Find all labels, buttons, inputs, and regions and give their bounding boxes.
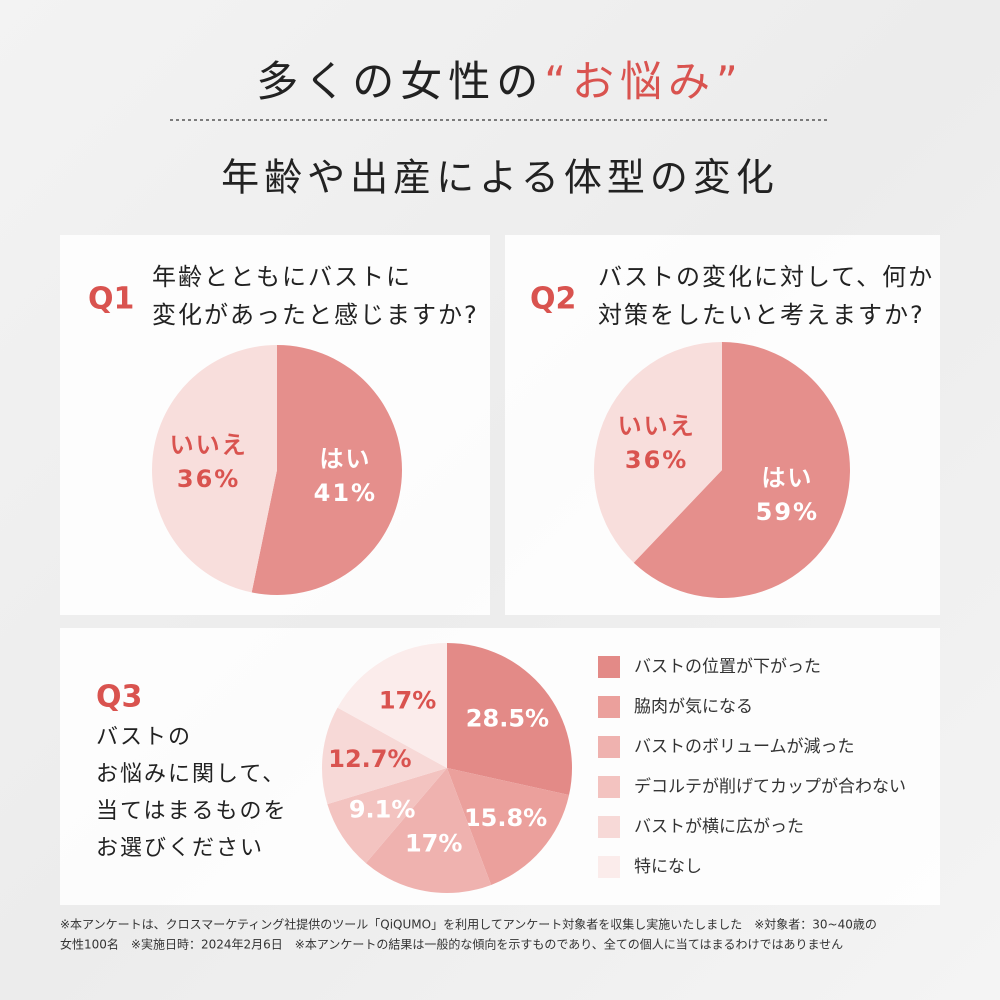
question-text: お悩みに関して、 [96,762,286,787]
legend-swatch [598,736,620,758]
slice-label: 28.5% [466,704,549,732]
legend-swatch [598,856,620,878]
pie-slice [151,345,277,593]
question-text: 当てはまるものを [96,799,288,824]
pie-slice [327,768,447,864]
title-emphasis: “お悩み” [544,57,744,106]
legend-label: バストの位置が下がった [634,657,821,677]
pie-slice [251,345,402,595]
legend-label: バストが横に広がった [634,817,804,837]
question-text: バストの変化に対して、何か [598,263,934,291]
legend-label: 脇肉が気になる [634,697,753,717]
question-label: Q3 [96,680,142,715]
pie-slice [365,768,492,893]
question-label: Q2 [530,282,576,317]
legend-label: バストのボリュームが減った [634,737,855,757]
slice-label: 41% [314,479,377,507]
question-text: 年齢とともにバストに [152,263,412,291]
question-text: 変化があったと感じますか? [152,301,479,329]
legend-swatch [598,656,620,678]
slice-label: 9.1% [349,795,416,823]
legend-label: デコルテが削げてカップが合わない [634,776,906,797]
question-text: 対策をしたいと考えますか? [598,301,925,329]
pie-slice [594,342,722,563]
pie-slice [337,643,447,768]
slice-label: 59% [756,498,819,526]
footnote: ※本アンケートは、クロスマーケティング社提供のツール「QiQUMO」を利用してア… [60,917,877,932]
slice-label: 17% [379,686,436,714]
pie-slice [447,768,570,885]
pie-slice [633,342,850,598]
slice-label: 36% [177,465,240,493]
slice-label: 36% [625,446,688,474]
slice-label: 17% [405,829,462,857]
legend-swatch [598,816,620,838]
question-text: お選びください [96,836,264,861]
subtitle: 年齢や出産による体型の変化 [221,156,779,200]
question-label: Q1 [88,282,134,317]
pie-slice [447,643,572,796]
footnote: 女性100名 ※実施日時：2024年2月6日 ※本アンケートの結果は一般的な傾向… [60,937,843,952]
slice-category: はい [761,464,813,492]
title: 多くの女性の“お悩み” [256,57,744,106]
slice-label: 12.7% [328,745,411,773]
slice-label: 15.8% [464,804,547,832]
slice-category: はい [319,445,371,473]
pie-slice [321,707,447,805]
legend-swatch [598,776,620,798]
question-text: バストの [96,725,192,750]
legend-swatch [598,696,620,718]
slice-category: いいえ [170,431,248,459]
title-main: 多くの女性の [256,57,544,106]
legend-label: 特になし [634,857,702,877]
slice-category: いいえ [618,412,696,440]
